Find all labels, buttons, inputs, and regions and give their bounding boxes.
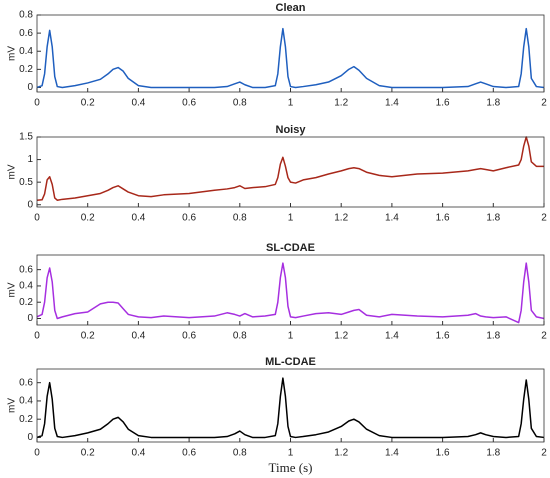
signal-line bbox=[36, 262, 545, 324]
x-tick-label: 0.2 bbox=[81, 331, 95, 342]
x-tick-label: 2 bbox=[541, 98, 547, 109]
x-tick-label: 1 bbox=[288, 98, 294, 109]
x-tick-label: 0 bbox=[34, 448, 40, 459]
axes-frame bbox=[36, 254, 545, 326]
x-tick-label: 1.6 bbox=[436, 448, 450, 459]
panel-title: ML-CDAE bbox=[265, 356, 316, 368]
y-tick-label: 0.2 bbox=[19, 64, 33, 75]
y-tick-label: 0 bbox=[27, 199, 33, 210]
x-tick-label: 0.8 bbox=[233, 98, 247, 109]
x-tick-label: 0.8 bbox=[233, 213, 247, 224]
x-tick-label: 0.4 bbox=[131, 448, 145, 459]
x-tick-label: 0.6 bbox=[182, 98, 196, 109]
x-tick-label: 1.6 bbox=[436, 213, 450, 224]
x-tick-label: 0.4 bbox=[131, 98, 145, 109]
x-tick-label: 1 bbox=[288, 331, 294, 342]
y-tick-label: 0.2 bbox=[19, 297, 33, 308]
panel-title: Clean bbox=[276, 2, 306, 14]
x-tick-label: 1.6 bbox=[436, 98, 450, 109]
signal-line bbox=[36, 27, 545, 89]
axes-frame bbox=[36, 136, 545, 208]
x-tick-label: 0 bbox=[34, 213, 40, 224]
x-tick-label: 0.2 bbox=[81, 98, 95, 109]
signal-line bbox=[36, 377, 545, 439]
x-tick-label: 0.8 bbox=[233, 448, 247, 459]
x-tick-label: 1.4 bbox=[385, 448, 399, 459]
x-tick-label: 1.2 bbox=[334, 448, 348, 459]
y-axis-label: mV bbox=[7, 282, 18, 297]
y-axis-label: mV bbox=[7, 164, 18, 179]
y-tick-label: 0 bbox=[27, 82, 33, 93]
x-tick-label: 1.4 bbox=[385, 213, 399, 224]
y-tick-label: 0.2 bbox=[19, 414, 33, 425]
y-tick-label: 0 bbox=[27, 432, 33, 443]
x-tick-label: 1.6 bbox=[436, 331, 450, 342]
x-tick-label: 1.4 bbox=[385, 98, 399, 109]
x-tick-label: 0.2 bbox=[81, 213, 95, 224]
x-tick-label: 1.4 bbox=[385, 331, 399, 342]
x-axis-label: Time (s) bbox=[269, 460, 313, 475]
y-tick-label: 1.5 bbox=[19, 132, 33, 143]
x-tick-label: 1.2 bbox=[334, 98, 348, 109]
x-tick-label: 0.8 bbox=[233, 331, 247, 342]
axes-frame bbox=[36, 368, 545, 443]
x-tick-label: 0.4 bbox=[131, 331, 145, 342]
axes-frame bbox=[36, 14, 545, 93]
x-tick-label: 0.4 bbox=[131, 213, 145, 224]
y-tick-label: 0.6 bbox=[19, 264, 33, 275]
x-tick-label: 2 bbox=[541, 213, 547, 224]
x-tick-label: 0.6 bbox=[182, 331, 196, 342]
x-tick-label: 1.8 bbox=[486, 331, 500, 342]
y-axis-label: mV bbox=[7, 398, 18, 413]
y-tick-label: 1 bbox=[27, 154, 33, 165]
x-tick-label: 1.8 bbox=[486, 213, 500, 224]
x-tick-label: 2 bbox=[541, 448, 547, 459]
y-tick-label: 0.6 bbox=[19, 28, 33, 39]
panel-title: Noisy bbox=[276, 124, 307, 136]
y-tick-label: 0 bbox=[27, 313, 33, 324]
x-tick-label: 0.6 bbox=[182, 213, 196, 224]
x-tick-label: 1.2 bbox=[334, 331, 348, 342]
y-tick-label: 0.4 bbox=[19, 281, 33, 292]
y-tick-label: 0.4 bbox=[19, 396, 33, 407]
x-tick-label: 1 bbox=[288, 213, 294, 224]
x-tick-label: 1 bbox=[288, 448, 294, 459]
panel-title: SL-CDAE bbox=[266, 242, 315, 254]
x-tick-label: 0.6 bbox=[182, 448, 196, 459]
x-tick-label: 1.8 bbox=[486, 448, 500, 459]
y-axis-label: mV bbox=[7, 46, 18, 61]
y-tick-label: 0.8 bbox=[19, 10, 33, 21]
x-tick-label: 0 bbox=[34, 98, 40, 109]
y-tick-label: 0.6 bbox=[19, 377, 33, 388]
signal-line bbox=[36, 136, 544, 201]
x-tick-label: 2 bbox=[541, 331, 547, 342]
x-tick-label: 0 bbox=[34, 331, 40, 342]
y-tick-label: 0.4 bbox=[19, 46, 33, 57]
x-tick-label: 1.2 bbox=[334, 213, 348, 224]
y-tick-label: 0.5 bbox=[19, 177, 33, 188]
x-tick-label: 0.2 bbox=[81, 448, 95, 459]
x-tick-label: 1.8 bbox=[486, 98, 500, 109]
